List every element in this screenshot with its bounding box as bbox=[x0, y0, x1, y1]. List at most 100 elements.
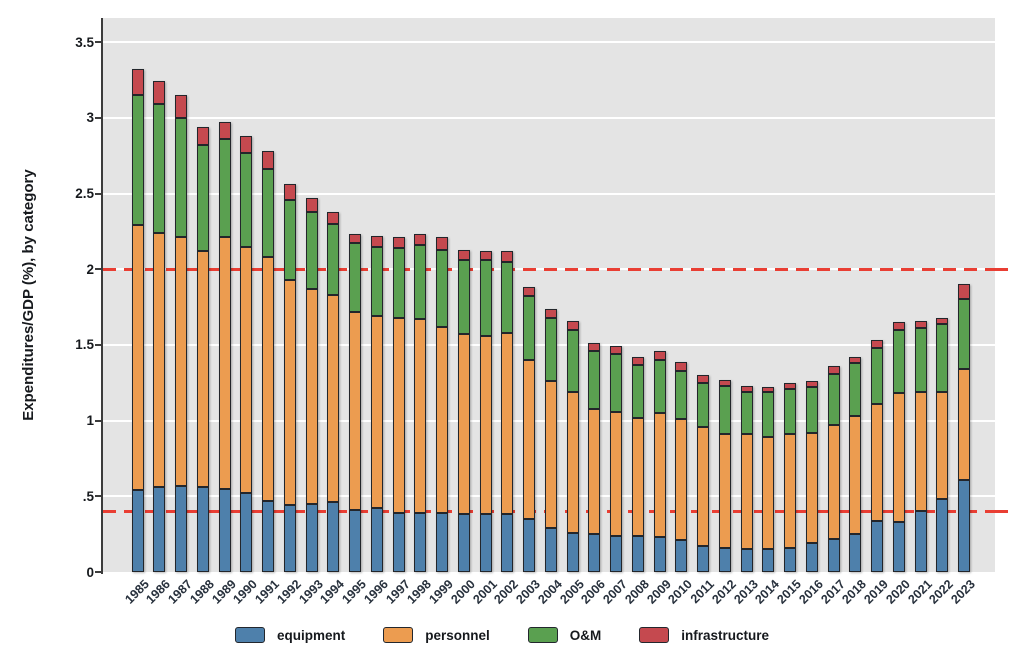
bar-1986-infrastructure-segment bbox=[153, 81, 166, 105]
bar-2012-equipment-segment bbox=[718, 547, 731, 572]
bar-2006 bbox=[588, 343, 601, 572]
bar-2017 bbox=[827, 366, 840, 572]
bar-1996-infrastructure-segment bbox=[370, 235, 383, 247]
bar-1997-O&M-segment bbox=[392, 248, 405, 318]
bar-1995-equipment-segment bbox=[349, 509, 361, 572]
y-tick-label-3.5: 3.5 bbox=[75, 34, 94, 50]
bar-2007-O&M-segment bbox=[610, 354, 622, 412]
y-tick-.5 bbox=[95, 495, 102, 498]
bar-1988-personnel-segment bbox=[196, 251, 209, 488]
bar-2011-O&M-segment bbox=[697, 382, 709, 427]
bar-2009-equipment-segment bbox=[653, 537, 666, 572]
bar-1994-equipment-segment bbox=[327, 502, 340, 572]
reference-line-2 bbox=[103, 267, 995, 271]
bar-1987-personnel-segment bbox=[175, 237, 187, 486]
bar-1986 bbox=[153, 81, 166, 572]
bar-2010-personnel-segment bbox=[675, 419, 688, 541]
bar-1995 bbox=[349, 234, 361, 572]
bar-2008-infrastructure-segment bbox=[631, 357, 644, 365]
bar-2015-O&M-segment bbox=[784, 388, 796, 435]
bar-2005-personnel-segment bbox=[566, 391, 579, 533]
bar-2006-infrastructure-segment bbox=[588, 343, 601, 351]
bar-1991-O&M-segment bbox=[262, 169, 274, 258]
bar-2011-infrastructure-segment bbox=[697, 375, 709, 383]
bar-1998-personnel-segment bbox=[414, 319, 427, 513]
bar-2014-O&M-segment bbox=[762, 391, 775, 438]
bar-2000 bbox=[457, 249, 470, 572]
bar-2005 bbox=[566, 320, 579, 572]
bar-1985-personnel-segment bbox=[131, 225, 144, 491]
bar-2014-infrastructure-segment bbox=[762, 387, 775, 392]
bar-1990-infrastructure-segment bbox=[240, 135, 253, 153]
reference-line-ext-2 bbox=[995, 267, 1013, 271]
bar-1998-O&M-segment bbox=[414, 245, 427, 320]
bar-2020-O&M-segment bbox=[892, 329, 905, 394]
bar-2013-equipment-segment bbox=[740, 549, 753, 572]
bar-2015-personnel-segment bbox=[784, 434, 796, 548]
bar-2003-O&M-segment bbox=[523, 296, 535, 361]
bar-1991-infrastructure-segment bbox=[262, 151, 274, 170]
bar-2017-O&M-segment bbox=[827, 373, 840, 426]
bar-2009-personnel-segment bbox=[653, 413, 666, 538]
bar-2015-infrastructure-segment bbox=[784, 382, 796, 389]
bar-1999-infrastructure-segment bbox=[436, 237, 448, 250]
bar-1993-O&M-segment bbox=[305, 211, 318, 289]
bar-1998-equipment-segment bbox=[414, 512, 427, 572]
y-axis-title: Expenditures/GDP (%), by category bbox=[20, 169, 37, 421]
y-tick-label-1: 1 bbox=[86, 413, 94, 429]
y-tick-label-.5: .5 bbox=[82, 488, 94, 504]
bar-2021-O&M-segment bbox=[914, 328, 927, 392]
bar-2007 bbox=[610, 346, 622, 572]
bar-2014 bbox=[762, 387, 775, 572]
bar-2014-personnel-segment bbox=[762, 437, 775, 550]
y-tick-1.5 bbox=[95, 343, 102, 346]
legend-swatch-O&M bbox=[527, 627, 558, 643]
bar-2018-personnel-segment bbox=[849, 416, 862, 535]
grid-line-3.5 bbox=[103, 41, 995, 44]
bar-1992-O&M-segment bbox=[283, 199, 296, 280]
bar-2006-equipment-segment bbox=[588, 534, 601, 572]
bar-1997-infrastructure-segment bbox=[392, 237, 405, 249]
bar-2006-O&M-segment bbox=[588, 350, 601, 409]
bar-1999-O&M-segment bbox=[436, 249, 448, 327]
bar-1989-personnel-segment bbox=[218, 237, 231, 489]
bar-2013 bbox=[740, 385, 753, 572]
grid-line-2.5 bbox=[103, 192, 995, 195]
bar-2006-personnel-segment bbox=[588, 408, 601, 535]
bar-1994-personnel-segment bbox=[327, 294, 340, 503]
bar-1992-infrastructure-segment bbox=[283, 184, 296, 200]
bar-2012-O&M-segment bbox=[718, 385, 731, 435]
bar-1986-O&M-segment bbox=[153, 104, 166, 233]
bar-1990-O&M-segment bbox=[240, 152, 253, 247]
bar-2000-equipment-segment bbox=[457, 514, 470, 572]
bar-2017-equipment-segment bbox=[827, 538, 840, 572]
bar-2022 bbox=[936, 317, 949, 572]
bar-1986-personnel-segment bbox=[153, 232, 166, 488]
bar-1997-equipment-segment bbox=[392, 512, 405, 572]
bar-2000-O&M-segment bbox=[457, 260, 470, 335]
bar-2022-equipment-segment bbox=[936, 499, 949, 572]
y-tick-2.5 bbox=[95, 192, 102, 195]
legend: equipment personnel O&M infrastructure bbox=[0, 627, 1004, 643]
y-tick-2 bbox=[95, 268, 102, 271]
bar-1992-personnel-segment bbox=[283, 279, 296, 506]
bar-2012-infrastructure-segment bbox=[718, 379, 731, 386]
bar-2002-O&M-segment bbox=[501, 261, 514, 333]
bar-2019 bbox=[871, 340, 883, 572]
bar-1998-infrastructure-segment bbox=[414, 234, 427, 245]
bar-2001-personnel-segment bbox=[479, 335, 492, 515]
bar-2022-personnel-segment bbox=[936, 391, 949, 500]
y-tick-label-2: 2 bbox=[86, 261, 94, 277]
bar-2023-O&M-segment bbox=[958, 299, 970, 370]
bar-1985 bbox=[131, 69, 144, 572]
bar-2021 bbox=[914, 320, 927, 572]
bar-2023-equipment-segment bbox=[958, 479, 970, 572]
legend-swatch-infrastructure bbox=[639, 627, 670, 643]
bar-2010-infrastructure-segment bbox=[675, 361, 688, 371]
bar-1996-personnel-segment bbox=[370, 316, 383, 509]
bar-2017-infrastructure-segment bbox=[827, 366, 840, 374]
y-tick-label-1.5: 1.5 bbox=[75, 337, 94, 353]
bar-2020 bbox=[892, 322, 905, 572]
bar-2012 bbox=[718, 379, 731, 572]
reference-line-ext-0.4 bbox=[995, 509, 1013, 513]
